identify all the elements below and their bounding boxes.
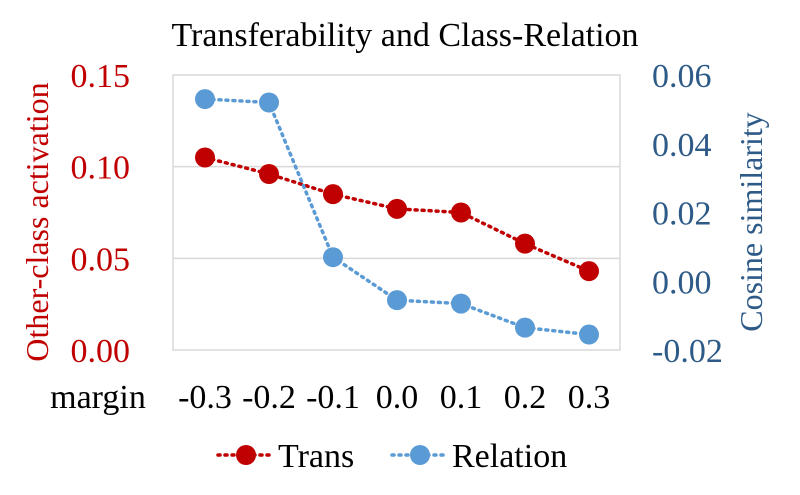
y-tick-label-left: 0.10: [71, 150, 131, 187]
data-point-relation: [451, 293, 471, 314]
y-tick-label-right: 0.02: [652, 196, 712, 233]
legend-label-trans: Trans: [278, 438, 354, 475]
data-point-trans: [323, 184, 343, 205]
data-point-relation: [323, 247, 343, 268]
legend-marker-relation: [410, 445, 430, 465]
data-point-relation: [515, 317, 535, 338]
x-tick-label: 0.0: [376, 379, 419, 416]
x-axis-label: margin: [50, 379, 146, 416]
data-point-trans: [195, 147, 215, 168]
x-tick-label: 0.3: [568, 379, 611, 416]
y-tick-label-right: -0.02: [652, 333, 723, 370]
chart-title: Transferability and Class-Relation: [171, 17, 638, 54]
data-point-trans: [579, 261, 599, 282]
data-point-relation: [195, 89, 215, 110]
y-axis-label-right: Cosine similarity: [733, 112, 769, 332]
data-point-trans: [451, 202, 471, 223]
data-point-relation: [579, 324, 599, 345]
plot-frame: [172, 74, 621, 351]
data-point-trans: [515, 233, 535, 254]
legend: Trans Relation: [216, 438, 567, 475]
data-point-trans: [387, 198, 407, 219]
y-axis-label-left: Other-class activation: [19, 82, 55, 361]
x-tick-label: 0.1: [440, 379, 483, 416]
data-point-relation: [259, 92, 279, 113]
y-tick-label-left: 0.00: [71, 333, 131, 370]
data-point-trans: [259, 164, 279, 184]
y-tick-label-left: 0.15: [71, 58, 131, 95]
y-tick-label-right: 0.04: [652, 127, 712, 164]
y-tick-label-right: 0.06: [652, 58, 712, 95]
legend-label-relation: Relation: [452, 438, 567, 475]
data-point-relation: [387, 290, 407, 311]
legend-marker-trans: [236, 445, 256, 465]
x-tick-label: -0.2: [242, 379, 296, 416]
x-tick-label: -0.1: [306, 379, 360, 416]
x-tick-label: 0.2: [504, 379, 547, 416]
plot-area: 0.00 0.05 0.10 0.15 -0.02 0.00 0.02 0.04 0.06 -0.…: [71, 58, 723, 416]
y-tick-label-right: 0.00: [652, 264, 712, 301]
x-tick-label: -0.3: [178, 379, 232, 416]
y-tick-label-left: 0.05: [71, 241, 131, 278]
